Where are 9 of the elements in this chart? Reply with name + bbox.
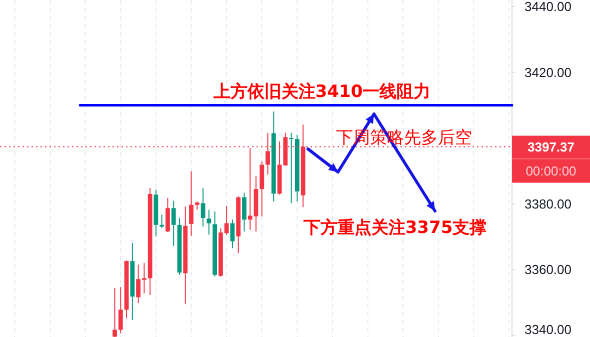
y-tick-label: 3340.00 [524, 322, 572, 337]
y-tick-label: 3420.00 [524, 64, 572, 80]
annotation: 00:00:00 [526, 164, 576, 179]
y-tick-label: 3440.00 [524, 0, 572, 14]
y-tick-label: 3360.00 [524, 262, 572, 278]
annotation: 下方重点关注3375支撑 [303, 218, 487, 238]
ref-line-label: 上方依旧关注3410一线阻力 [212, 82, 431, 102]
ref-line-label: 3397.37 [528, 140, 574, 155]
y-tick-label: 3380.00 [524, 196, 572, 212]
